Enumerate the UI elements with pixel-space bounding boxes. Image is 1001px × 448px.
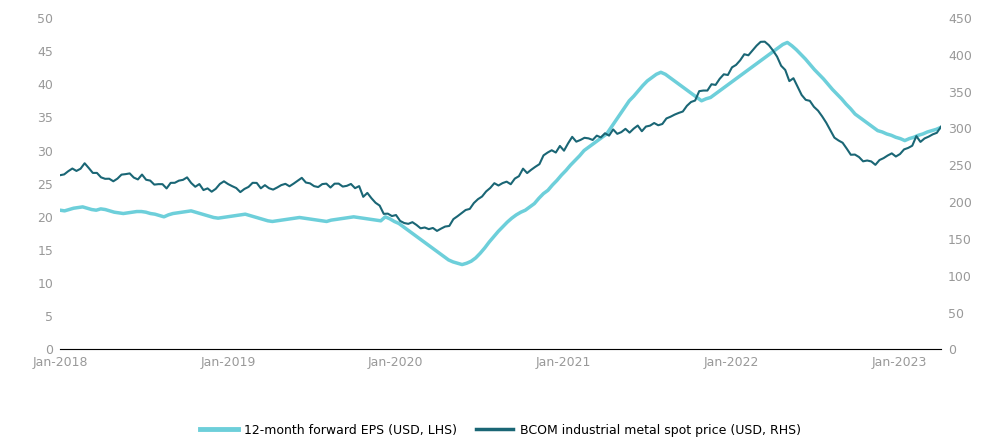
Legend: 12-month forward EPS (USD, LHS), BCOM industrial metal spot price (USD, RHS): 12-month forward EPS (USD, LHS), BCOM in… xyxy=(195,419,806,442)
